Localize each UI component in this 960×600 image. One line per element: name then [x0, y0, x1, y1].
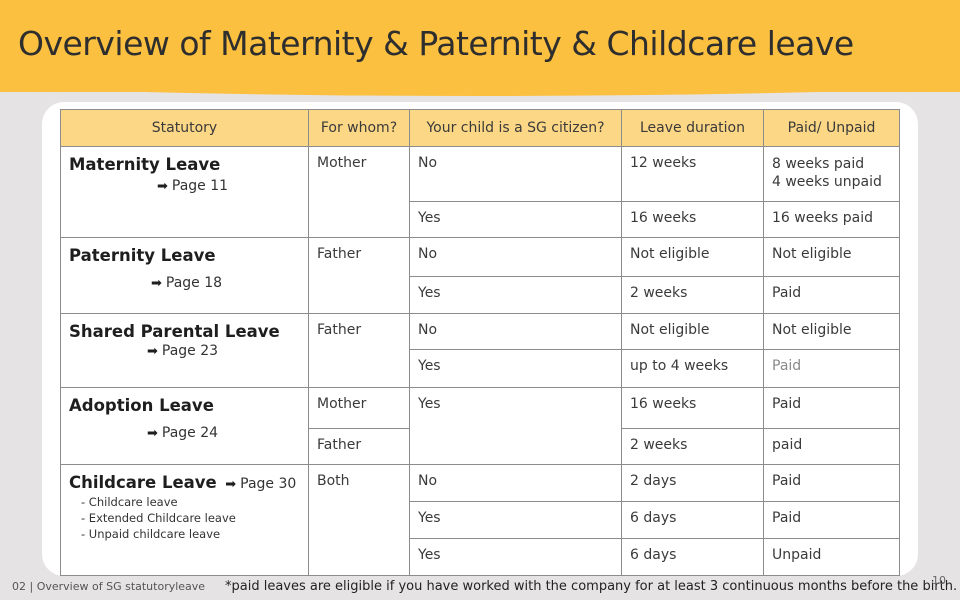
citizen-cell: No [409, 145, 622, 203]
for-whom-cell: Mother [308, 386, 410, 429]
leave-name-adoption: Adoption Leave [69, 395, 214, 415]
duration-cell: up to 4 weeks [621, 349, 764, 388]
page-link-adoption[interactable]: ➡ Page 24 [147, 425, 300, 441]
page-ref-label: Page 30 [240, 475, 297, 492]
table-row: Adoption Leave ➡ Page 24 Mother Yes 16 we… [60, 386, 900, 465]
table-row: Childcare Leave ➡ Page 30 - Childcare lea… [60, 463, 900, 577]
citizen-cell: Yes [409, 276, 622, 315]
footer-section-label: 02 | Overview of SG statutoryleave [12, 580, 206, 593]
page-ref-label: Page 11 [171, 178, 229, 194]
leave-table: Statutory For whom? Your child is a SG c… [60, 109, 900, 577]
paid-line: 4 weeks unpaid [772, 174, 882, 190]
paid-cell: Not eligible [763, 237, 900, 278]
childcare-sub-list: - Childcare leave - Extended Childcare l… [81, 494, 300, 542]
citizen-cell: Yes [409, 349, 622, 388]
duration-cell: 12 weeks [621, 145, 764, 203]
title-banner [0, 0, 960, 92]
adoption-leave-cell: Adoption Leave ➡ Page 24 [60, 386, 309, 465]
citizen-cell: Yes [409, 500, 622, 539]
leave-name-paternity: Paternity Leave [69, 246, 216, 266]
header-statutory: Statutory [60, 109, 309, 147]
page-ref-label: Page 18 [165, 275, 223, 292]
duration-cell: 2 weeks [621, 427, 764, 465]
paid-cell: Paid [763, 500, 900, 539]
paid-cell: 16 weeks paid [763, 201, 900, 239]
citizen-cell: Yes [409, 201, 622, 239]
table-row: Shared Parental Leave ➡ Page 23 Father No… [60, 313, 900, 388]
duration-cell: 2 days [621, 463, 764, 502]
shared-parental-leave-cell: Shared Parental Leave ➡ Page 23 [60, 313, 309, 388]
duration-cell: 2 weeks [621, 276, 764, 315]
leave-name-shared-parental: Shared Parental Leave [69, 322, 280, 342]
list-item: - Extended Childcare leave [81, 510, 236, 525]
citizen-cell: Yes [409, 386, 622, 465]
table-row: Maternity Leave ➡ Page 11 Mother No 12 we… [60, 145, 900, 239]
paid-cell: Not eligible [763, 313, 900, 351]
paid-cell: Unpaid [763, 537, 900, 577]
duration-cell: Not eligible [621, 313, 764, 351]
leave-name-childcare: Childcare Leave [69, 472, 217, 492]
paid-cell: Paid [763, 463, 900, 502]
for-whom-cell: Mother [308, 145, 410, 239]
citizen-cell: No [409, 313, 622, 351]
duration-cell: 6 days [621, 537, 764, 577]
paid-cell: paid [763, 427, 900, 465]
childcare-title-line: Childcare Leave ➡ Page 30 [69, 473, 300, 492]
footnote: *paid leaves are eligible if you have wo… [225, 579, 958, 594]
for-whom-cell: Father [308, 427, 410, 465]
page-link-shared-parental[interactable]: ➡ Page 23 [147, 343, 300, 359]
banner-curve [0, 78, 960, 96]
citizen-cell: Yes [409, 537, 622, 577]
header-for-whom: For whom? [308, 109, 410, 147]
arrow-right-icon: ➡ [225, 476, 237, 492]
header-leave-duration: Leave duration [621, 109, 764, 147]
for-whom-cell: Father [308, 313, 410, 388]
page-ref-label: Page 24 [161, 424, 219, 441]
duration-cell: 16 weeks [621, 201, 764, 239]
page-ref-label: Page 23 [161, 343, 219, 360]
maternity-leave-cell: Maternity Leave ➡ Page 11 [60, 145, 309, 239]
for-whom-cell: Both [308, 463, 410, 577]
leave-name-maternity: Maternity Leave [69, 155, 221, 174]
arrow-right-icon: ➡ [147, 344, 158, 360]
arrow-right-icon: ➡ [147, 425, 158, 441]
arrow-right-icon: ➡ [151, 276, 162, 292]
page-link-paternity[interactable]: ➡ Page 18 [151, 275, 300, 291]
paternity-leave-cell: Paternity Leave ➡ Page 18 [60, 237, 309, 315]
for-whom-cell: Father [308, 237, 410, 315]
header-paid-unpaid: Paid/ Unpaid [763, 109, 900, 147]
paid-cell: Paid [763, 386, 900, 429]
table-row: Yes 2 weeks Paid [61, 276, 900, 315]
paid-cell: Paid [763, 349, 900, 388]
list-item: - Unpaid childcare leave [81, 526, 221, 541]
table-row: Yes 16 weeks 16 weeks paid [61, 201, 900, 239]
paid-line: 8 weeks paid [772, 156, 865, 172]
page-link-maternity[interactable]: ➡ Page 11 [157, 178, 300, 194]
arrow-right-icon: ➡ [157, 179, 168, 194]
paid-cell: 8 weeks paid 4 weeks unpaid [763, 145, 900, 203]
table-row: Paternity Leave ➡ Page 18 Father No Not e… [60, 237, 900, 315]
duration-cell: Not eligible [621, 237, 764, 278]
paid-cell: Paid [763, 276, 900, 315]
list-item: - Childcare leave [81, 494, 178, 509]
page-link-childcare[interactable]: ➡ Page 30 [225, 476, 296, 492]
table-row: Father 2 weeks paid [61, 427, 900, 465]
duration-cell: 6 days [621, 500, 764, 539]
slide-title: Overview of Maternity & Paternity & Chil… [18, 24, 854, 63]
childcare-leave-cell: Childcare Leave ➡ Page 30 - Childcare lea… [60, 463, 309, 577]
table-header-row: Statutory For whom? Your child is a SG c… [60, 109, 900, 147]
duration-cell: 16 weeks [621, 386, 764, 429]
table-row: Yes 6 days Unpaid [61, 537, 900, 577]
page-number: 10 [932, 574, 946, 587]
citizen-cell: No [409, 237, 622, 278]
header-sg-citizen: Your child is a SG citizen? [409, 109, 622, 147]
table-row: Yes 6 days Paid [61, 500, 900, 539]
citizen-cell: No [409, 463, 622, 502]
